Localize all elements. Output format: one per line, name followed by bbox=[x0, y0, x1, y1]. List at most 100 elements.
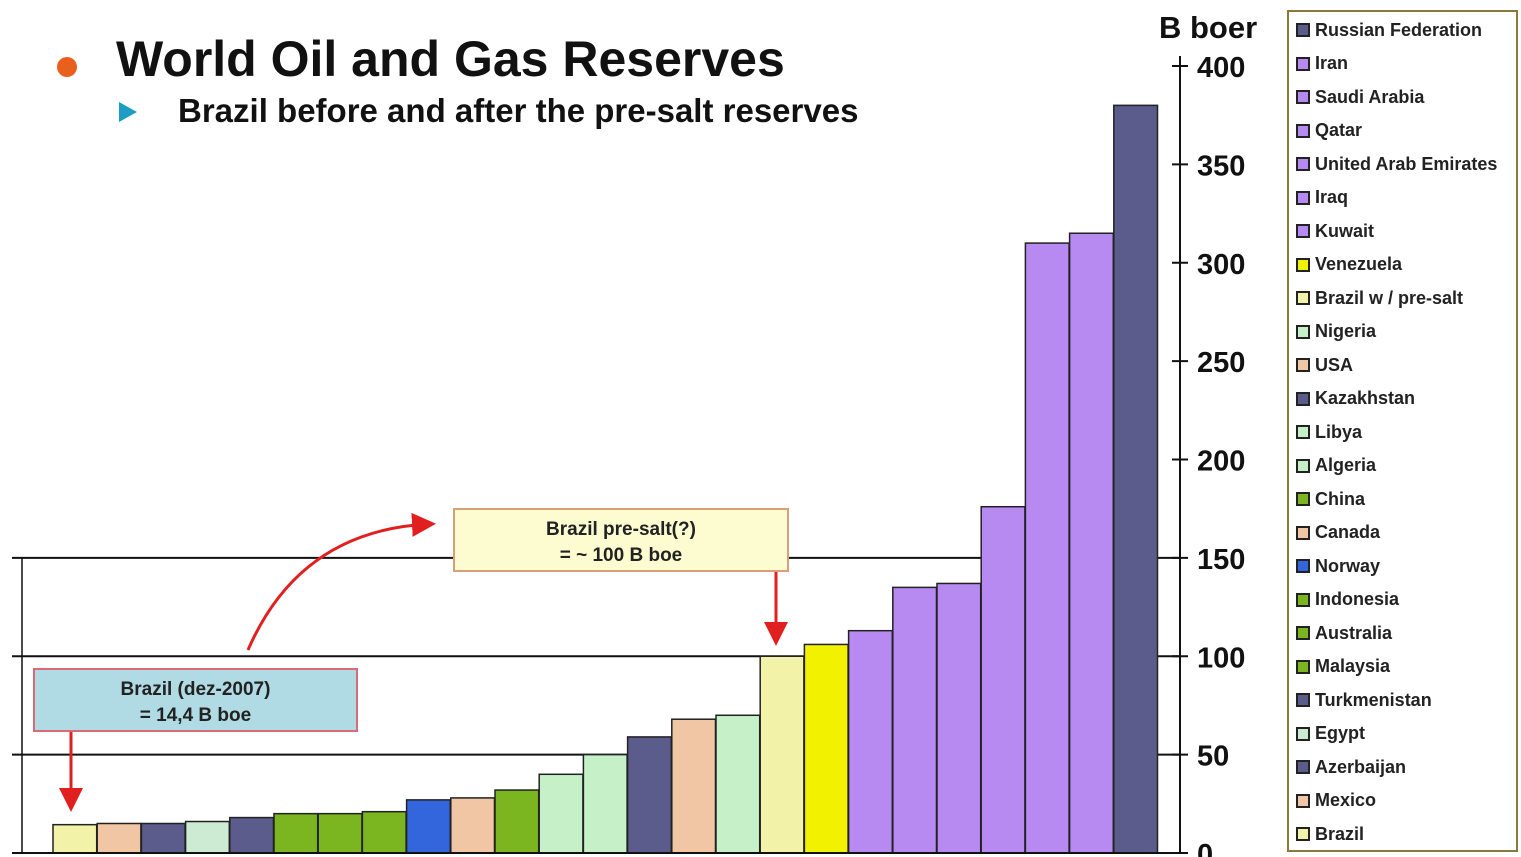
bar-indonesia bbox=[361, 810, 407, 854]
bar-china bbox=[494, 789, 540, 854]
legend-swatch bbox=[1296, 626, 1310, 640]
brazil-callout-line2: = 14,4 B boe bbox=[139, 705, 252, 726]
legend-item: Saudi Arabia bbox=[1296, 82, 1424, 112]
legend-label: Mexico bbox=[1315, 790, 1377, 810]
legend-label: Kuwait bbox=[1315, 220, 1375, 241]
legend-label: Qatar bbox=[1315, 120, 1363, 140]
legend-swatch bbox=[1296, 559, 1310, 573]
y-axis-label: B boer bbox=[1159, 10, 1258, 45]
legend-swatch bbox=[1296, 760, 1310, 774]
legend-item: Brazil w / pre-salt bbox=[1296, 283, 1463, 313]
slide-title: World Oil and Gas Reserves bbox=[116, 31, 785, 87]
legend-label: Canada bbox=[1315, 522, 1381, 542]
legend-swatch bbox=[1296, 458, 1310, 473]
legend-item: Turkmenistan bbox=[1296, 685, 1432, 715]
bar-malaysia bbox=[273, 812, 319, 854]
legend-item: Kazakhstan bbox=[1296, 384, 1415, 414]
legend-item: Algeria bbox=[1296, 451, 1376, 481]
bar-canada bbox=[450, 797, 496, 854]
legend-swatch bbox=[1296, 726, 1310, 741]
y-tick-label: 300 bbox=[1197, 249, 1245, 281]
legend-item: Iran bbox=[1296, 49, 1348, 79]
y-tick-label: 150 bbox=[1197, 544, 1245, 576]
bar-kuwait bbox=[847, 629, 894, 854]
legend-item: China bbox=[1296, 484, 1365, 514]
brazil-callout-line1: Brazil (dez-2007) bbox=[120, 679, 271, 700]
legend-item: Kuwait bbox=[1296, 216, 1374, 246]
y-tick-label: 100 bbox=[1197, 642, 1245, 674]
legend-label: Libya bbox=[1315, 421, 1363, 442]
y-tick-label: 200 bbox=[1197, 446, 1245, 478]
bar-turkmenistan bbox=[229, 816, 275, 854]
legend-label: Turkmenistan bbox=[1315, 689, 1432, 710]
legend-swatch bbox=[1296, 793, 1310, 808]
bar-australia bbox=[317, 812, 363, 854]
legend-item: Iraq bbox=[1296, 183, 1348, 213]
legend-swatch bbox=[1296, 23, 1310, 37]
bar-usa bbox=[671, 718, 717, 854]
bar-brazil-w-pre-salt bbox=[759, 655, 805, 854]
legend-label: Iraq bbox=[1315, 187, 1349, 207]
presalt-callout: Brazil pre-salt(?) = ~ 100 B boe bbox=[453, 508, 789, 572]
legend-item: Libya bbox=[1296, 417, 1362, 447]
legend-item: Qatar bbox=[1296, 116, 1362, 146]
bar-venezuela bbox=[803, 643, 849, 854]
legend-label: Iran bbox=[1315, 53, 1349, 73]
bar-norway bbox=[405, 799, 452, 854]
legend-item: Mexico bbox=[1296, 786, 1376, 816]
legend-label: Kazakhstan bbox=[1315, 388, 1416, 408]
title-bullet-icon bbox=[57, 57, 77, 77]
legend-swatch bbox=[1296, 224, 1310, 238]
y-tick-label: 0 bbox=[1197, 839, 1213, 857]
bar-iraq bbox=[892, 586, 938, 854]
legend-item: Egypt bbox=[1296, 719, 1365, 749]
legend-label: Nigeria bbox=[1315, 321, 1377, 341]
slide-subtitle: Brazil before and after the pre-salt res… bbox=[178, 92, 859, 129]
legend-swatch bbox=[1296, 291, 1310, 305]
bar-brazil bbox=[52, 823, 98, 854]
bar-egypt bbox=[184, 820, 231, 854]
legend-item: Indonesia bbox=[1296, 585, 1399, 615]
brazil-callout: Brazil (dez-2007) = 14,4 B boe bbox=[33, 668, 358, 732]
bar-azerbaijan bbox=[140, 822, 186, 854]
legend-label: Norway bbox=[1315, 555, 1381, 576]
bar-russian-federation bbox=[1113, 104, 1159, 854]
bar-saudi-arabia bbox=[1024, 242, 1070, 854]
legend-swatch bbox=[1296, 324, 1310, 339]
legend-swatch bbox=[1296, 827, 1310, 841]
legend-label: United Arab Emirates bbox=[1315, 153, 1498, 174]
bar-nigeria bbox=[715, 714, 761, 854]
legend-label: Algeria bbox=[1315, 455, 1377, 475]
y-tick-label: 350 bbox=[1197, 150, 1245, 182]
legend-item: Russian Federation bbox=[1296, 15, 1482, 45]
legend-swatch bbox=[1296, 257, 1310, 272]
y-tick-label: 250 bbox=[1197, 347, 1245, 379]
bar-algeria bbox=[538, 773, 584, 854]
legend-swatch bbox=[1296, 391, 1310, 406]
bar-qatar bbox=[980, 505, 1026, 854]
legend-label: USA bbox=[1315, 354, 1354, 375]
legend-label: Australia bbox=[1315, 622, 1393, 643]
y-tick-label: 400 bbox=[1197, 52, 1245, 84]
legend-swatch bbox=[1296, 492, 1310, 506]
legend-label: Brazil bbox=[1315, 823, 1365, 844]
legend-swatch bbox=[1296, 592, 1310, 607]
legend-swatch bbox=[1296, 425, 1310, 439]
bar-mexico bbox=[96, 822, 142, 854]
chart-legend: Russian Federation Iran Saudi Arabia Qatar U… bbox=[1287, 10, 1518, 852]
bar-libya bbox=[582, 753, 628, 854]
bar-united-arab-emirates bbox=[936, 582, 982, 854]
bar-chart: 0 50 100 150 200 250 300 350 400 bbox=[12, 52, 1245, 857]
legend-swatch bbox=[1296, 157, 1310, 171]
presalt-callout-line2: = ~ 100 B boe bbox=[559, 545, 683, 566]
legend-label: Egypt bbox=[1315, 723, 1366, 743]
legend-swatch bbox=[1296, 659, 1310, 674]
legend-swatch bbox=[1296, 358, 1310, 372]
legend-label: Venezuela bbox=[1315, 254, 1403, 274]
legend-label: Indonesia bbox=[1315, 589, 1400, 609]
legend-swatch bbox=[1296, 123, 1310, 138]
legend-swatch bbox=[1296, 90, 1310, 104]
legend-label: Brazil w / pre-salt bbox=[1315, 287, 1464, 308]
legend-item: USA bbox=[1296, 350, 1353, 380]
legend-item: Brazil bbox=[1296, 819, 1364, 849]
